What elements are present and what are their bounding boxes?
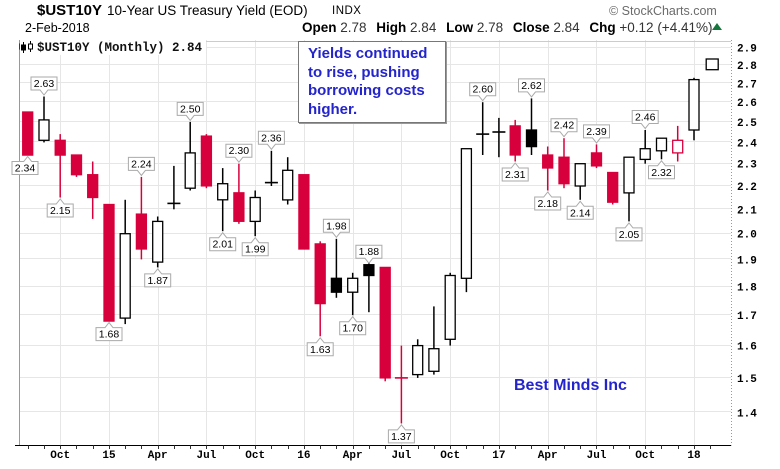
svg-text:2.15: 2.15 <box>50 205 71 217</box>
svg-text:2.39: 2.39 <box>586 126 607 138</box>
svg-text:18: 18 <box>687 450 701 462</box>
svg-text:1.68: 1.68 <box>99 329 120 341</box>
svg-text:2.14: 2.14 <box>570 207 591 219</box>
svg-text:2.05: 2.05 <box>619 229 640 241</box>
svg-text:1.87: 1.87 <box>147 275 168 287</box>
svg-text:Oct: Oct <box>440 450 460 462</box>
svg-text:2.2: 2.2 <box>737 182 757 194</box>
svg-text:2.18: 2.18 <box>537 198 558 210</box>
svg-text:Jul: Jul <box>587 450 607 462</box>
svg-text:Apr: Apr <box>343 450 363 462</box>
svg-text:Jul: Jul <box>196 450 216 462</box>
svg-text:2.42: 2.42 <box>554 120 575 132</box>
svg-text:2.7: 2.7 <box>737 79 757 91</box>
svg-text:2.34: 2.34 <box>15 163 36 175</box>
svg-text:2.1: 2.1 <box>737 205 757 217</box>
svg-text:1.88: 1.88 <box>359 246 380 258</box>
svg-text:2.30: 2.30 <box>229 145 250 157</box>
svg-text:2.46: 2.46 <box>635 112 656 124</box>
svg-text:2.4: 2.4 <box>737 138 757 150</box>
svg-text:16: 16 <box>297 450 310 462</box>
svg-text:2.32: 2.32 <box>651 167 672 179</box>
svg-text:2.63: 2.63 <box>34 78 55 90</box>
svg-text:1.5: 1.5 <box>737 374 757 386</box>
svg-text:1.7: 1.7 <box>737 311 757 323</box>
svg-text:1.9: 1.9 <box>737 255 757 267</box>
svg-text:2.6: 2.6 <box>737 98 757 110</box>
svg-text:1.63: 1.63 <box>310 344 331 356</box>
svg-text:1.98: 1.98 <box>326 220 347 232</box>
svg-text:Oct: Oct <box>50 450 70 462</box>
svg-text:2.9: 2.9 <box>737 44 757 56</box>
svg-text:2.5: 2.5 <box>737 118 757 130</box>
svg-text:Oct: Oct <box>635 450 655 462</box>
svg-text:2.60: 2.60 <box>472 84 493 96</box>
svg-text:Jul: Jul <box>391 450 411 462</box>
svg-text:1.4: 1.4 <box>737 409 757 421</box>
svg-text:2.62: 2.62 <box>521 80 542 92</box>
svg-text:Apr: Apr <box>538 450 558 462</box>
svg-text:2.3: 2.3 <box>737 160 757 172</box>
svg-text:1.70: 1.70 <box>342 323 363 335</box>
svg-text:1.8: 1.8 <box>737 283 757 295</box>
svg-text:Oct: Oct <box>245 450 265 462</box>
svg-text:2.8: 2.8 <box>737 61 757 73</box>
svg-text:2.24: 2.24 <box>131 158 152 170</box>
svg-text:17: 17 <box>492 450 505 462</box>
svg-text:15: 15 <box>102 450 116 462</box>
svg-text:2.0: 2.0 <box>737 230 757 242</box>
svg-text:Apr: Apr <box>148 450 168 462</box>
svg-text:1.99: 1.99 <box>245 244 266 256</box>
svg-text:2.01: 2.01 <box>212 239 233 251</box>
svg-text:2.50: 2.50 <box>180 103 201 115</box>
svg-text:2.31: 2.31 <box>505 169 526 181</box>
svg-text:1.37: 1.37 <box>391 431 412 443</box>
svg-text:2.36: 2.36 <box>261 132 282 144</box>
svg-text:1.6: 1.6 <box>737 342 757 354</box>
